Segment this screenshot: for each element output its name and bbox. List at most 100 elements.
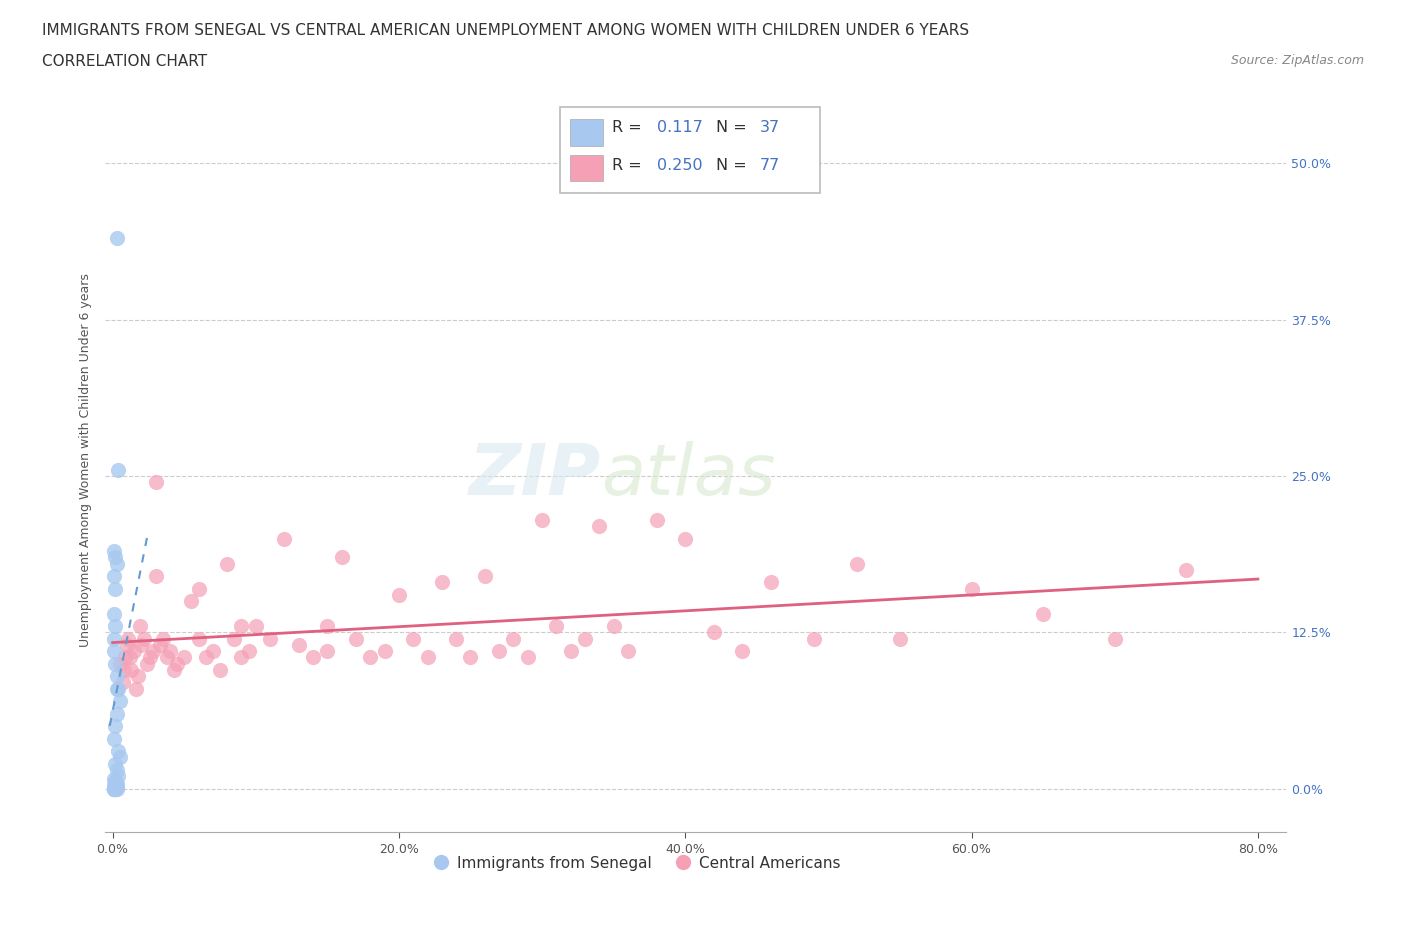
Point (316, 618, 339, 633)
Point (103, 771, 125, 786)
Point (105, 777, 128, 791)
Point (273, 531, 295, 546)
Text: atlas: atlas (602, 441, 776, 510)
Point (231, 650, 253, 665)
FancyBboxPatch shape (560, 107, 820, 193)
Point (127, 669, 149, 684)
FancyBboxPatch shape (569, 154, 603, 181)
Point (224, 631, 246, 646)
Point (460, 650, 482, 665)
Point (1104, 631, 1126, 646)
Point (488, 644, 510, 658)
Point (359, 650, 381, 665)
Point (588, 519, 610, 534)
Point (145, 475, 167, 490)
Point (617, 644, 640, 658)
Text: 37: 37 (759, 120, 780, 136)
Point (105, 669, 128, 684)
FancyBboxPatch shape (569, 119, 603, 146)
Text: ZIP: ZIP (470, 441, 602, 510)
Point (803, 631, 825, 646)
Point (104, 781, 127, 796)
Point (645, 512, 668, 527)
Point (187, 631, 209, 646)
Point (502, 631, 524, 646)
Point (208, 662, 231, 677)
Point (142, 644, 165, 658)
Point (104, 774, 127, 789)
Point (344, 631, 367, 646)
Point (163, 662, 186, 677)
Point (103, 781, 125, 796)
Point (302, 650, 325, 665)
Point (108, 750, 131, 764)
Text: N =: N = (716, 120, 752, 136)
Point (103, 606, 125, 621)
Point (846, 556, 869, 571)
Point (180, 593, 202, 608)
Point (145, 568, 167, 583)
Point (173, 650, 195, 665)
Point (1175, 563, 1198, 578)
Point (103, 781, 125, 796)
Point (194, 650, 217, 665)
Point (602, 618, 624, 633)
Text: 0.250: 0.250 (657, 157, 703, 173)
Point (516, 650, 538, 665)
Point (105, 780, 128, 795)
Point (111, 675, 134, 690)
Point (259, 631, 281, 646)
Point (114, 650, 136, 665)
Point (105, 231, 128, 246)
Point (402, 631, 425, 646)
Text: Source: ZipAtlas.com: Source: ZipAtlas.com (1230, 54, 1364, 67)
Point (103, 568, 125, 583)
Point (103, 781, 125, 796)
Point (156, 650, 179, 665)
Point (104, 778, 127, 793)
Text: 77: 77 (759, 157, 780, 173)
Text: 0.117: 0.117 (657, 120, 703, 136)
Text: IMMIGRANTS FROM SENEGAL VS CENTRAL AMERICAN UNEMPLOYMENT AMONG WOMEN WITH CHILDR: IMMIGRANTS FROM SENEGAL VS CENTRAL AMERI… (42, 23, 969, 38)
Point (139, 650, 162, 665)
Point (103, 781, 125, 796)
Point (187, 581, 209, 596)
Point (122, 644, 145, 658)
Point (136, 656, 159, 671)
Point (108, 694, 131, 709)
Point (117, 631, 139, 646)
Point (129, 637, 152, 652)
Point (960, 581, 983, 596)
Point (574, 631, 596, 646)
Point (374, 644, 396, 658)
Point (560, 644, 582, 658)
Point (108, 656, 131, 671)
Point (105, 706, 128, 721)
Text: CORRELATION CHART: CORRELATION CHART (42, 54, 207, 69)
Point (103, 543, 125, 558)
Text: N =: N = (716, 157, 752, 173)
Point (104, 618, 127, 633)
Point (673, 531, 696, 546)
Point (889, 631, 911, 646)
Point (217, 556, 239, 571)
Text: R =: R = (612, 157, 647, 173)
Point (231, 618, 253, 633)
Text: R =: R = (612, 120, 647, 136)
Point (103, 731, 125, 746)
Point (104, 781, 127, 796)
Point (104, 581, 127, 596)
Point (120, 662, 142, 677)
Point (105, 763, 128, 777)
Point (166, 656, 188, 671)
Point (546, 618, 568, 633)
Point (132, 631, 155, 646)
Point (430, 575, 453, 590)
Point (104, 550, 127, 565)
Point (118, 650, 141, 665)
Point (1032, 606, 1054, 621)
Point (159, 644, 181, 658)
Point (105, 681, 128, 696)
Point (759, 575, 782, 590)
Point (474, 568, 496, 583)
